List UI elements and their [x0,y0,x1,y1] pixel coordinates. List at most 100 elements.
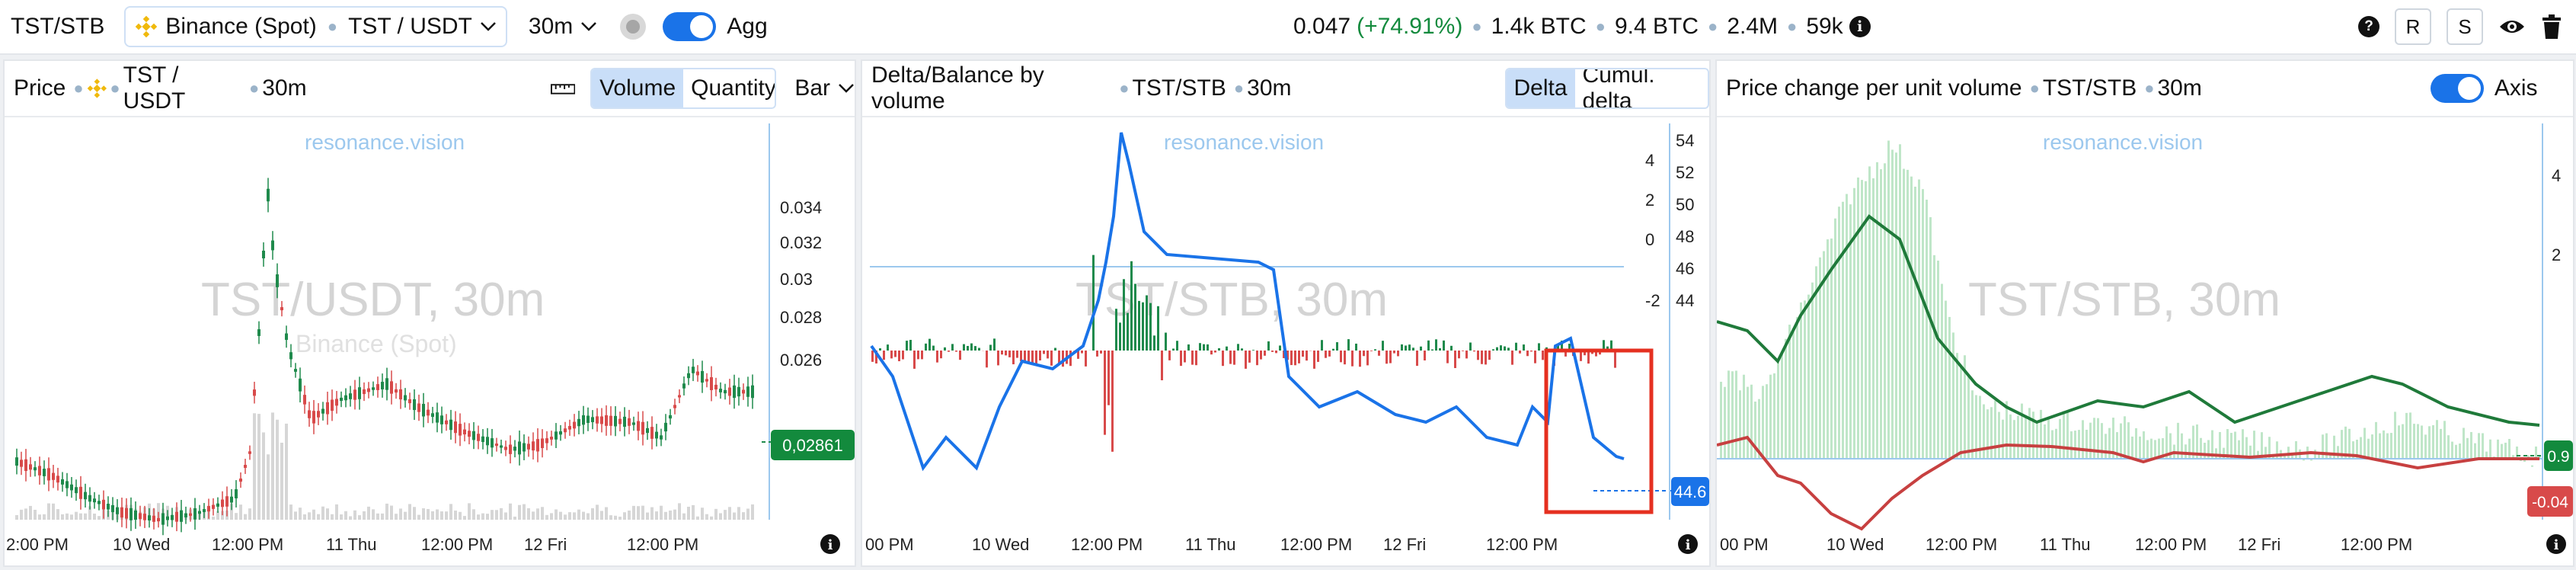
info-icon[interactable] [2546,534,2566,554]
candle-body [705,379,708,382]
volume-bar [591,508,594,520]
volume-bar [564,514,567,520]
panel-title: Price [14,75,66,101]
candle-body [481,436,484,443]
delta-bar [1210,351,1213,355]
axis-toggle[interactable] [2430,74,2484,103]
volume-bar [1914,186,1916,459]
volume-bar [399,508,402,520]
volume-bar [2207,440,2210,459]
delta-bar [1050,351,1053,366]
pcpv-tick: 2 [2552,245,2561,264]
r-button[interactable]: R [2395,8,2431,45]
candle-body [445,420,448,424]
delta-bar [1321,340,1323,351]
volume-bar [381,513,384,520]
volume-bar [582,511,585,520]
delta-bar [967,345,969,351]
volume-bar [413,507,416,520]
chart-type-dropdown[interactable]: Bar [794,75,855,101]
volume-bar [2070,431,2073,459]
candle-body [52,472,55,480]
delta-bar [1286,351,1289,360]
time-tick: 00 PM [1720,535,1769,554]
volume-bar [1895,152,1897,460]
info-icon[interactable] [820,534,840,554]
help-icon[interactable]: ? [2358,16,2379,37]
volume-bar [29,505,32,520]
price-change-chart[interactable]: resonance.vision TST/STB, 30m 42 0.9 -0.… [1717,117,2573,565]
axis-toggle-group: Axis [2430,74,2538,103]
volume-bar [1906,169,1909,459]
candle-body [134,511,137,520]
volume-bar [509,503,512,520]
candle-body [472,431,475,440]
ruler-icon[interactable] [550,81,576,96]
delta-bar [1492,349,1494,351]
volume-bar [1724,386,1726,459]
volume-bar [280,442,283,520]
candle-body [358,387,361,399]
delta-bar [1222,351,1224,367]
candle-body [152,515,155,522]
info-icon[interactable] [1678,534,1698,554]
volume-bar [15,514,18,520]
info-icon[interactable]: i [1849,16,1871,37]
candle-body [422,404,425,417]
record-button[interactable] [620,14,647,40]
candle-body [573,421,576,429]
delta-tab[interactable]: Delta [1506,69,1575,107]
agg-toggle[interactable] [663,12,717,41]
delta-bar [970,343,973,351]
stat-count: 59k [1806,14,1843,39]
candle-body [682,383,686,389]
volume-bar [248,508,251,520]
volume-bar [724,510,727,520]
cumul-delta-tab[interactable]: Cumul. delta [1582,68,1655,109]
volume-bar [408,504,411,520]
candle-body [344,395,347,401]
delta-bar [1366,351,1369,366]
volume-bar [577,509,580,520]
separator-dot: ● [2029,78,2040,98]
time-axis: 00 PM 10 Wed 12:00 PM 11 Thu 12:00 PM 12 Fri 1… [1720,535,2412,554]
trash-icon[interactable] [2541,14,2562,39]
delta-chart[interactable]: resonance.vision TST/STB, 30m 54 52 50 48 46… [862,117,1709,565]
delta-bar [1610,340,1612,351]
delta-bar [1107,351,1110,405]
delta-bar [1195,351,1197,366]
volume-bar [349,516,352,520]
price-chart[interactable]: resonance.vision TST/USDT, 30m Binance (… [5,117,855,565]
panel-header: Price change per unit volume ● TST/STB ●… [1717,61,2573,117]
volume-bar [431,511,434,520]
volume-bar [513,516,516,520]
time-tick: 12:00 PM [1926,535,1997,554]
interval-dropdown[interactable]: 30m [529,14,597,40]
volume-bar [436,509,439,520]
candles [15,178,754,536]
candle-body [385,378,388,390]
candle-body [184,513,187,517]
volume-bar [454,511,457,520]
volume-bar [390,505,393,520]
delta-bar [1359,351,1361,367]
pair-label: TST/STB [11,14,105,39]
candle-body [491,438,494,448]
volume-bar [1975,395,1977,459]
quantity-tab[interactable]: Quantity [691,75,776,101]
volume-bar [1785,338,1787,459]
delta-bar [1020,351,1022,361]
s-button[interactable]: S [2447,8,2483,45]
volume-tab[interactable]: Volume [592,69,684,107]
candle-body [655,431,658,439]
delta-bar [1363,351,1365,357]
volume-bar [2504,442,2507,459]
symbol-dropdown[interactable]: Binance (Spot) ● TST / USDT [124,6,507,47]
delta-bar [993,338,996,351]
candle-body [317,411,320,418]
volume-bar [2112,418,2114,459]
volume-bar [2348,428,2351,459]
eye-icon[interactable] [2498,18,2526,36]
volume-bar [2367,438,2370,459]
delta-inner-tick: -2 [1645,291,1660,310]
